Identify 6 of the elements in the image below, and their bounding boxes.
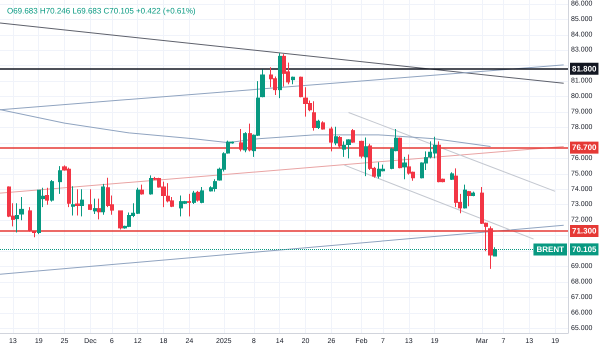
ref-line-label: 71.300 (572, 226, 598, 236)
ref-line-label: 76.700 (572, 143, 598, 152)
ref-line-label: 70.105 (572, 244, 598, 254)
ref-line-label: 81.800 (572, 64, 598, 74)
text: O69.683 H70.246 L69.683 C70.105 +0.422 (+0.61%) (7, 6, 196, 16)
annotation: BRENT (536, 244, 564, 254)
